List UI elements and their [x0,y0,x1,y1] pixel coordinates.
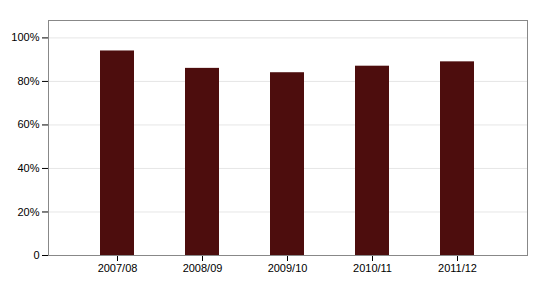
svg-text:0: 0 [33,249,39,261]
svg-text:60%: 60% [17,118,39,130]
svg-text:20%: 20% [17,206,39,218]
svg-text:2011/12: 2011/12 [438,262,477,274]
svg-text:2010/11: 2010/11 [353,262,392,274]
svg-text:100%: 100% [11,31,39,43]
svg-text:2007/08: 2007/08 [98,262,138,274]
svg-text:80%: 80% [17,75,39,87]
svg-text:2008/09: 2008/09 [183,262,223,274]
svg-text:40%: 40% [17,162,39,174]
svg-text:2009/10: 2009/10 [268,262,308,274]
